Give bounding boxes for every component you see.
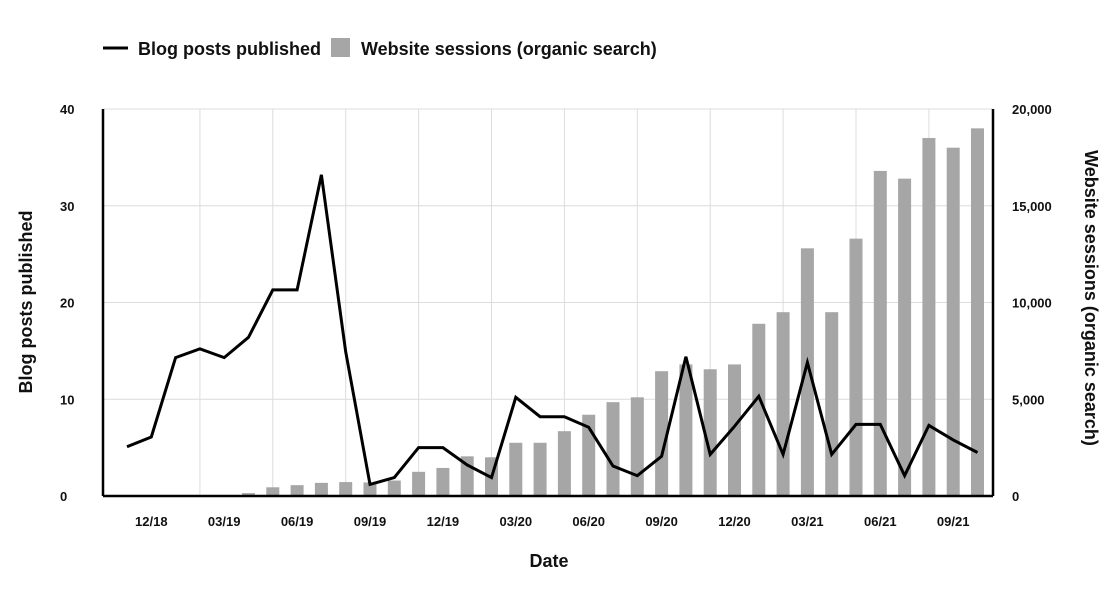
right-tick-label: 15,000 xyxy=(1012,199,1052,214)
bar xyxy=(849,238,863,496)
bar xyxy=(922,138,936,496)
legend: Blog posts published Website sessions (o… xyxy=(103,38,657,59)
x-tick-label: 06/21 xyxy=(864,514,897,529)
bar xyxy=(436,467,450,496)
bar xyxy=(290,485,304,496)
line-path xyxy=(126,174,979,487)
bar xyxy=(655,371,669,496)
left-tick-label: 0 xyxy=(60,489,67,504)
x-tick-label: 03/19 xyxy=(208,514,241,529)
bar xyxy=(606,402,620,496)
left-tick-label: 30 xyxy=(60,199,74,214)
right-tick-label: 5,000 xyxy=(1012,392,1045,407)
x-tick-label: 03/20 xyxy=(500,514,533,529)
bar xyxy=(825,312,839,496)
bar xyxy=(242,493,255,496)
legend-label-posts: Blog posts published xyxy=(138,39,321,59)
bar xyxy=(679,364,693,496)
bar xyxy=(728,364,741,496)
line-series xyxy=(126,174,979,487)
x-tick-label: 12/18 xyxy=(135,514,168,529)
bar xyxy=(752,323,766,496)
bar xyxy=(314,482,328,496)
right-tick-label: 0 xyxy=(1012,489,1019,504)
legend-bar-swatch xyxy=(331,38,350,57)
right-tick-label: 20,000 xyxy=(1012,102,1052,117)
left-axis-title: Blog posts published xyxy=(16,211,36,394)
right-tick-label: 10,000 xyxy=(1012,296,1052,311)
x-axis-ticks: 12/18 03/19 06/19 09/19 12/19 03/20 06/20 09/20… xyxy=(135,514,969,529)
x-tick-label: 03/21 xyxy=(791,514,824,529)
bar xyxy=(946,147,960,496)
bar-series xyxy=(242,128,984,497)
bar xyxy=(339,482,353,496)
x-tick-label: 06/20 xyxy=(572,514,605,529)
bar xyxy=(266,487,280,496)
bar xyxy=(630,397,644,496)
left-tick-label: 20 xyxy=(60,296,74,311)
bar xyxy=(873,170,887,497)
bar xyxy=(776,312,790,496)
x-tick-label: 06/19 xyxy=(281,514,314,529)
left-axis-ticks: 0 10 20 30 40 xyxy=(60,102,74,504)
bar xyxy=(971,128,984,496)
x-tick-label: 12/20 xyxy=(718,514,751,529)
bar xyxy=(387,480,401,496)
bar xyxy=(898,178,912,496)
right-axis-title: Website sessions (organic search) xyxy=(1081,150,1101,446)
right-axis-ticks: 0 5,000 10,000 15,000 20,000 xyxy=(1012,102,1052,504)
bar xyxy=(703,369,717,496)
bar xyxy=(363,482,377,496)
x-tick-label: 12/19 xyxy=(427,514,460,529)
legend-label-sessions: Website sessions (organic search) xyxy=(361,39,657,59)
bar xyxy=(800,248,814,496)
bar xyxy=(533,442,547,496)
left-tick-label: 10 xyxy=(60,392,74,407)
x-tick-label: 09/19 xyxy=(354,514,387,529)
x-tick-label: 09/21 xyxy=(937,514,970,529)
x-axis-title: Date xyxy=(529,551,568,571)
axes xyxy=(101,109,995,498)
bar xyxy=(509,442,523,496)
bar xyxy=(412,471,426,496)
bar xyxy=(557,431,571,496)
x-tick-label: 09/20 xyxy=(645,514,678,529)
left-tick-label: 40 xyxy=(60,102,74,117)
